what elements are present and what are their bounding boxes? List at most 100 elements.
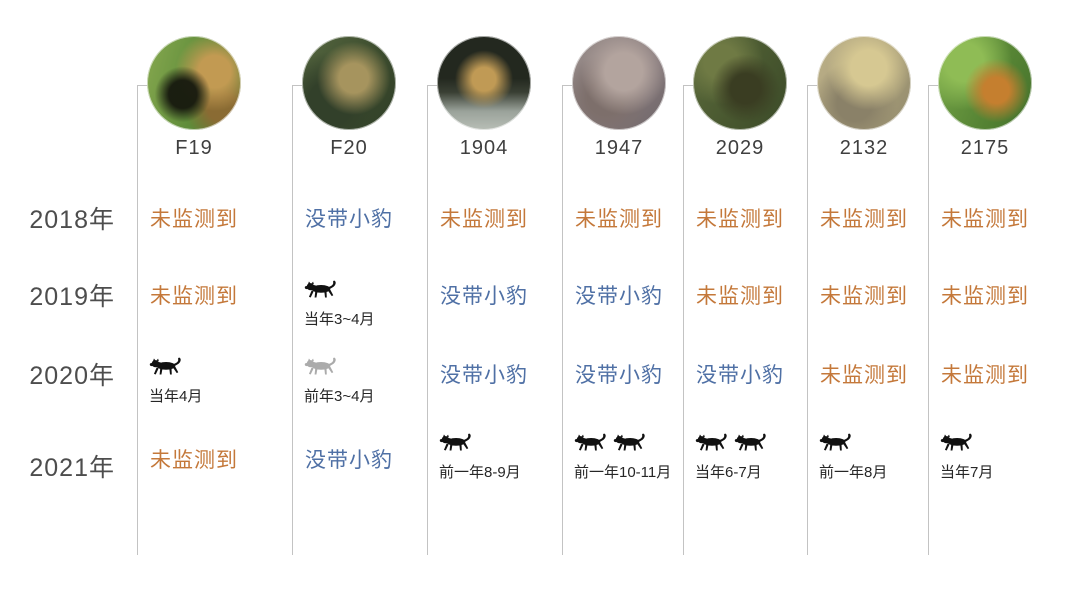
leopard-column: F20 没带小豹 当年3~4月 前年3~ <box>292 0 427 555</box>
leopard-photo <box>437 36 531 130</box>
leopard-column: 2029 未监测到 未监测到 没带小豹 当 <box>683 0 807 555</box>
status-text: 没带小豹 <box>440 284 528 308</box>
status-text: 未监测到 <box>440 208 528 231</box>
status-text: 没带小豹 <box>305 449 393 472</box>
grid-cell: 未监测到 <box>807 180 922 256</box>
grid-cell: 没带小豹 <box>292 180 421 256</box>
status-text: 未监测到 <box>150 449 238 472</box>
leopard-icon <box>940 433 972 451</box>
grid-cell: 没带小豹 <box>562 256 677 333</box>
column-id: F19 <box>175 137 213 159</box>
leopard-icon <box>695 433 727 451</box>
grid-cell: 当年6-7月 <box>683 414 801 573</box>
grid-cell: 前一年8月 <box>807 414 922 573</box>
year-label: 2018年 <box>29 206 115 234</box>
grid-cell: 未监测到 <box>807 256 922 333</box>
row-labels: 2018年 2019年 2020年 2021年 <box>0 0 137 555</box>
leopard-icon-group <box>819 432 922 454</box>
leopard-icon <box>574 433 606 451</box>
status-text: 没带小豹 <box>440 363 528 387</box>
year-label: 2020年 <box>29 361 115 390</box>
status-text: 没带小豹 <box>575 363 663 387</box>
leopard-icon-group <box>149 356 286 378</box>
column-id: F20 <box>330 137 368 159</box>
grid-cell: 未监测到 <box>137 180 286 256</box>
leopard-column: 1904 未监测到 没带小豹 没带小豹 前一年8-9月 <box>427 0 562 555</box>
grid-cell: 前一年8-9月 <box>427 414 556 573</box>
grid-cell: 没带小豹 <box>562 333 677 414</box>
detection-caption: 前一年10-11月 <box>574 464 672 481</box>
grid-cell: 前一年10-11月 <box>562 414 677 573</box>
status-text: 未监测到 <box>150 208 238 231</box>
column-id: 1904 <box>459 137 509 159</box>
column-id: 2175 <box>960 137 1010 159</box>
status-text: 未监测到 <box>820 284 908 308</box>
grid-cell: 未监测到 <box>562 180 677 256</box>
grid-cell: 未监测到 <box>137 256 286 333</box>
year-label: 2019年 <box>29 282 115 311</box>
leopard-icon <box>734 433 766 451</box>
leopard-photo <box>147 36 241 130</box>
leopard-photo <box>817 36 911 130</box>
grid-cell: 未监测到 <box>928 333 1054 414</box>
grid-cell: 没带小豹 <box>292 414 421 585</box>
leopard-icon-group <box>304 356 421 378</box>
leopard-icon <box>149 357 181 375</box>
grid-cell: 未监测到 <box>928 180 1054 256</box>
status-text: 未监测到 <box>575 208 663 231</box>
status-text: 未监测到 <box>820 208 908 231</box>
detection-caption: 前一年8-9月 <box>439 464 521 481</box>
detection-caption: 当年6-7月 <box>695 464 762 481</box>
status-text: 没带小豹 <box>696 363 784 387</box>
leopard-icon <box>819 433 851 451</box>
leopard-photo <box>572 36 666 130</box>
status-text: 未监测到 <box>696 284 784 308</box>
grid-cell: 未监测到 <box>928 256 1054 333</box>
detection-caption: 前一年8月 <box>819 464 888 481</box>
leopard-photo <box>938 36 1032 130</box>
status-text: 没带小豹 <box>575 284 663 308</box>
leopard-icon-group <box>574 432 677 454</box>
leopard-icon <box>439 433 471 451</box>
leopard-icon <box>304 357 336 375</box>
grid-cell: 未监测到 <box>137 414 286 585</box>
status-text: 未监测到 <box>941 284 1029 308</box>
leopard-icon <box>613 433 645 451</box>
detection-caption: 当年3~4月 <box>304 311 375 328</box>
leopard-column: F19 未监测到 未监测到 当年4月 未监测到 <box>137 0 292 555</box>
grid-cell: 没带小豹 <box>427 256 556 333</box>
leopard-icon-group <box>439 432 556 454</box>
leopard-icon-group <box>940 432 1054 454</box>
status-text: 未监测到 <box>150 284 238 308</box>
grid-cell: 没带小豹 <box>683 333 801 414</box>
detection-caption: 当年4月 <box>149 388 203 405</box>
leopard-icon <box>304 280 336 298</box>
leopard-column: 2175 未监测到 未监测到 未监测到 当年7月 <box>928 0 1060 555</box>
column-id: 2029 <box>715 137 765 159</box>
status-text: 未监测到 <box>820 363 908 387</box>
detection-caption: 当年7月 <box>940 464 994 481</box>
grid-cell: 当年4月 <box>137 333 286 437</box>
grid-cell: 未监测到 <box>683 180 801 256</box>
detection-caption: 前年3~4月 <box>304 388 375 405</box>
status-text: 未监测到 <box>696 208 784 231</box>
leopard-photo <box>302 36 396 130</box>
leopard-photo <box>693 36 787 130</box>
leopard-column: 2132 未监测到 未监测到 未监测到 前一年8月 <box>807 0 928 555</box>
leopard-icon-group <box>304 279 421 301</box>
grid-cell: 未监测到 <box>683 256 801 333</box>
year-label: 2021年 <box>29 454 115 482</box>
grid-cell: 当年7月 <box>928 414 1054 573</box>
grid-cell: 前年3~4月 <box>292 333 421 437</box>
grid-cell: 未监测到 <box>427 180 556 256</box>
leopard-icon-group <box>695 432 801 454</box>
grid-cell: 当年3~4月 <box>292 256 421 356</box>
column-id: 2132 <box>839 137 889 159</box>
leopard-column: 1947 未监测到 没带小豹 没带小豹 前 <box>562 0 683 555</box>
status-text: 未监测到 <box>941 208 1029 231</box>
grid-cell: 没带小豹 <box>427 333 556 414</box>
status-text: 未监测到 <box>941 363 1029 387</box>
column-id: 1947 <box>594 137 644 159</box>
grid-cell: 未监测到 <box>807 333 922 414</box>
